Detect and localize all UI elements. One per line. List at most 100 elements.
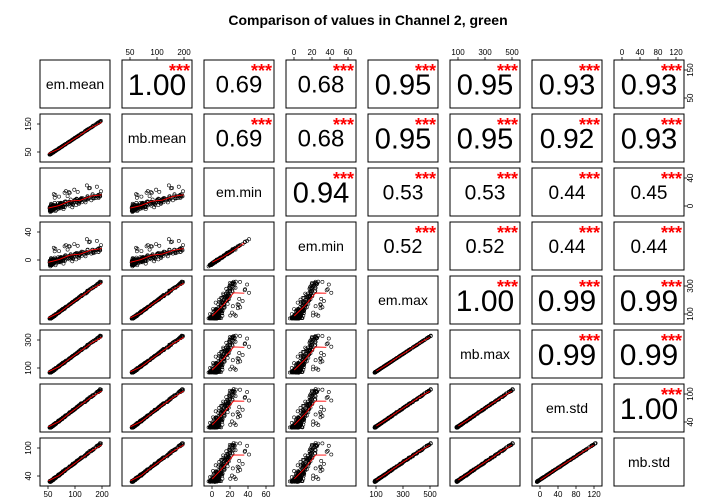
scatter-point	[65, 247, 70, 252]
scatter-point	[245, 336, 250, 341]
scatter-point	[67, 190, 72, 195]
scatter-point	[134, 200, 139, 205]
scatter-point	[91, 251, 96, 256]
scatter-point	[152, 259, 157, 264]
scatter-point	[292, 415, 297, 420]
scatter-point	[326, 390, 331, 394]
scatter-point	[236, 356, 241, 361]
fit-line	[130, 248, 184, 263]
scatter-point	[321, 407, 326, 412]
scatter-point	[147, 194, 152, 199]
fit-line	[212, 242, 245, 263]
panel-frame	[121, 167, 193, 217]
scatter-point	[155, 252, 160, 256]
panel-frame	[285, 221, 357, 271]
scatter-point	[321, 353, 326, 357]
variable-label: mb.mean	[128, 130, 186, 146]
panel-frame	[531, 167, 603, 217]
scatter-point	[225, 355, 230, 360]
scatter-point	[233, 339, 238, 344]
scatter-point	[67, 190, 71, 195]
significance-stars: ***	[415, 61, 436, 81]
significance-stars: ***	[497, 277, 518, 297]
correlation-value: 0.52	[466, 236, 505, 258]
significance-stars: ***	[661, 61, 682, 81]
fit-line	[48, 194, 102, 209]
scatter-point	[77, 133, 82, 138]
scatter-point	[62, 142, 67, 147]
correlation-value: 0.95	[457, 69, 513, 101]
correlation-value: 0.53	[465, 182, 506, 205]
panel-frame	[203, 167, 275, 217]
scatter-point	[321, 299, 326, 303]
correlation-value: 0.44	[631, 237, 668, 258]
panel-frame	[121, 113, 193, 163]
scatter-point	[88, 239, 92, 244]
scatter-point	[57, 249, 61, 254]
scatter-point	[139, 194, 144, 199]
scatter-point	[230, 412, 235, 417]
scatter-point	[156, 257, 161, 262]
scatter-point	[237, 351, 242, 355]
correlation-value: 0.93	[539, 69, 595, 101]
panel-frame	[39, 167, 111, 217]
scatter-point	[149, 255, 154, 260]
scatter-point	[320, 279, 325, 284]
scatter-point	[72, 242, 77, 247]
scatter-point	[134, 249, 139, 254]
significance-stars: ***	[497, 115, 518, 135]
scatter-point	[230, 310, 234, 315]
scatter-point	[224, 395, 229, 400]
correlation-value: 0.68	[298, 72, 345, 99]
significance-stars: ***	[661, 277, 682, 297]
panel-frame	[285, 59, 357, 109]
significance-stars: ***	[579, 61, 600, 81]
scatter-point	[233, 394, 238, 399]
scatter-point	[136, 261, 141, 266]
variable-label: em.std	[546, 400, 588, 416]
scatter-point	[225, 301, 230, 306]
fit-line	[130, 194, 184, 209]
panel-frame	[367, 113, 439, 163]
correlation-value: 0.44	[549, 183, 586, 204]
scatter-point	[73, 252, 77, 256]
scatter-point	[228, 422, 233, 427]
scatter-point	[326, 282, 331, 287]
scatter-point	[326, 336, 331, 341]
variable-label: em.min	[298, 238, 344, 254]
scatter-point	[157, 243, 162, 248]
scatter-point	[62, 255, 67, 260]
scatter-point	[177, 194, 182, 199]
scatter-point	[247, 344, 251, 349]
scatter-point	[51, 192, 56, 197]
panel-frame	[367, 221, 439, 271]
scatter-point	[313, 412, 318, 417]
scatter-point	[95, 184, 99, 189]
correlation-value: 0.95	[457, 123, 513, 155]
scatter-point	[156, 203, 161, 207]
significance-stars: ***	[661, 169, 682, 189]
significance-stars: ***	[251, 115, 272, 135]
scatter-point	[51, 245, 56, 250]
correlation-value: 0.68	[298, 126, 345, 153]
significance-stars: ***	[333, 115, 354, 135]
correlation-value: 0.45	[631, 183, 668, 204]
panel-frame	[613, 167, 685, 217]
correlation-value: 0.95	[375, 69, 431, 101]
scatter-point	[173, 251, 178, 256]
panel-frame	[39, 221, 111, 271]
scatter-point	[95, 238, 99, 243]
scatter-point	[74, 257, 79, 262]
significance-stars: ***	[251, 61, 272, 81]
correlation-value: 0.44	[549, 237, 586, 258]
scatter-point	[166, 237, 171, 242]
scatter-point	[152, 205, 157, 210]
panel-frame	[39, 113, 111, 163]
scatter-point	[95, 194, 100, 199]
scatter-point	[159, 251, 163, 256]
scatter-point	[243, 239, 248, 244]
scatter-point	[230, 419, 234, 424]
variable-label: em.mean	[46, 76, 104, 92]
significance-stars: ***	[415, 169, 436, 189]
scatter-point	[89, 198, 94, 203]
